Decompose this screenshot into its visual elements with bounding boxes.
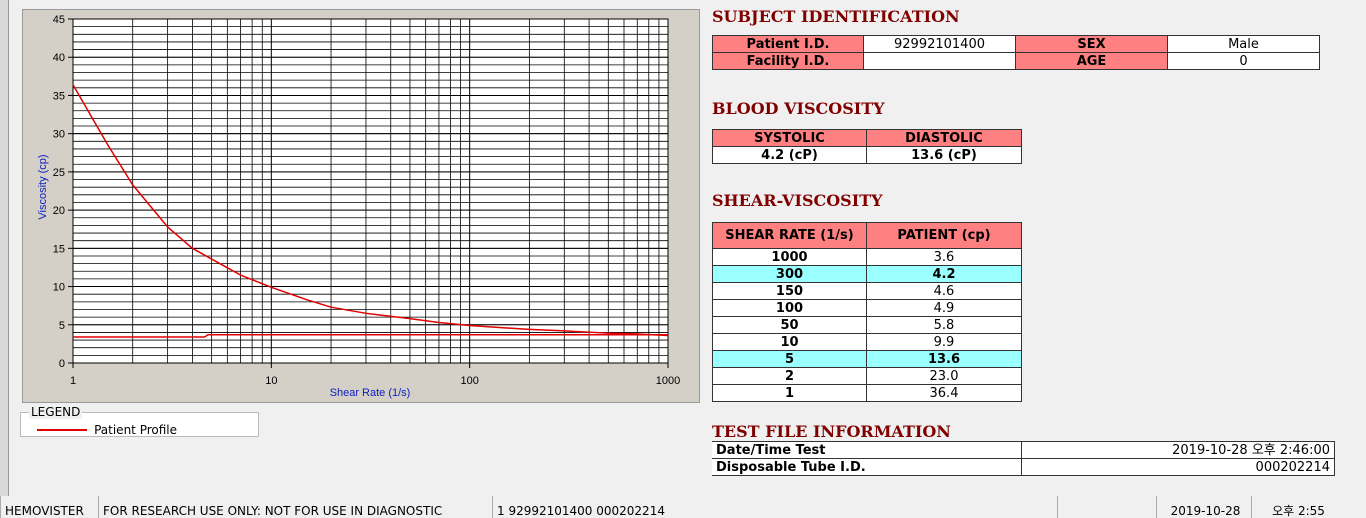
label: SEX xyxy=(1015,35,1168,53)
value: 000202214 xyxy=(1021,458,1335,476)
table-row: 10 9.9 xyxy=(712,333,1022,351)
x-tick-label: 10 xyxy=(265,375,277,387)
header: DIASTOLIC xyxy=(866,129,1022,147)
blood-table: SYSTOLIC DIASTOLIC 4.2 (cP) 13.6 (cP) xyxy=(712,129,1022,164)
rate-cell: 150 xyxy=(712,282,867,300)
test-table: Date/Time Test 2019-10-28 오후 2:46:00 Disp… xyxy=(712,441,1335,476)
status-cell: 오후 2:55 xyxy=(1251,496,1341,518)
value: 92992101400 xyxy=(863,35,1016,53)
table-row: 1 36.4 xyxy=(712,384,1022,402)
table-row: 150 4.6 xyxy=(712,282,1022,300)
x-tick-label: 1000 xyxy=(656,375,680,387)
rate-cell: 5 xyxy=(712,350,867,368)
value: 13.6 (cP) xyxy=(866,146,1022,164)
table-row: 50 5.8 xyxy=(712,316,1022,334)
section-title: SHEAR-VISCOSITY xyxy=(712,191,883,210)
table-row: 100 4.9 xyxy=(712,299,1022,317)
value: Male xyxy=(1167,35,1320,53)
y-axis-label: Viscosity (cp) xyxy=(37,154,49,219)
table-row: 2 23.0 xyxy=(712,367,1022,385)
patient-cell: 4.9 xyxy=(866,299,1022,317)
patient-cell: 36.4 xyxy=(866,384,1022,402)
label: Date/Time Test xyxy=(712,441,1022,459)
shear-table: SHEAR RATE (1/s) PATIENT (cp) 1000 3.6 300 4… xyxy=(712,222,1022,402)
value xyxy=(863,52,1016,70)
x-tick-label: 100 xyxy=(460,375,478,387)
rate-cell: 2 xyxy=(712,367,867,385)
legend-title: LEGEND xyxy=(29,405,83,419)
header: SHEAR RATE (1/s) xyxy=(712,222,867,249)
label: Facility I.D. xyxy=(712,52,864,70)
rate-cell: 1000 xyxy=(712,248,867,266)
section-title: SUBJECT IDENTIFICATION xyxy=(712,7,960,26)
y-tick-label: 25 xyxy=(53,167,65,179)
value: 4.2 (cP) xyxy=(712,146,867,164)
rate-cell: 10 xyxy=(712,333,867,351)
value: 2019-10-28 오후 2:46:00 xyxy=(1021,441,1335,459)
label: Patient I.D. xyxy=(712,35,864,53)
header: PATIENT (cp) xyxy=(866,222,1022,249)
x-tick-label: 1 xyxy=(70,375,76,387)
table-row: 5 13.6 xyxy=(712,350,1022,368)
legend: LEGEND Patient Profile xyxy=(20,405,259,437)
y-tick-label: 10 xyxy=(53,282,65,294)
y-tick-label: 45 xyxy=(53,14,65,26)
x-axis-label: Shear Rate (1/s) xyxy=(330,387,411,399)
header: SYSTOLIC xyxy=(712,129,867,147)
status-cell xyxy=(1057,496,1155,518)
patient-cell: 4.2 xyxy=(866,265,1022,283)
rate-cell: 50 xyxy=(712,316,867,334)
status-cell: HEMOVISTER xyxy=(0,496,97,518)
y-tick-label: 40 xyxy=(53,52,65,64)
patient-cell: 3.6 xyxy=(866,248,1022,266)
value: 0 xyxy=(1167,52,1320,70)
series-line xyxy=(72,84,669,337)
patient-cell: 23.0 xyxy=(866,367,1022,385)
y-tick-label: 0 xyxy=(59,358,65,370)
patient-cell: 5.8 xyxy=(866,316,1022,334)
rate-cell: 300 xyxy=(712,265,867,283)
plot-area xyxy=(72,18,669,364)
patient-cell: 4.6 xyxy=(866,282,1022,300)
rate-cell: 1 xyxy=(712,384,867,402)
table-row: 300 4.2 xyxy=(712,265,1022,283)
y-tick-label: 5 xyxy=(59,320,65,332)
table-row: 1000 3.6 xyxy=(712,248,1022,266)
section-title: BLOOD VISCOSITY xyxy=(712,99,885,118)
label: AGE xyxy=(1015,52,1168,70)
subject-table: Patient I.D. 92992101400 SEX Male Facility… xyxy=(712,35,1320,70)
chart: Viscosity (cp) Shear Rate (1/s) 0 5 10 15 20… xyxy=(37,14,680,399)
y-tick-label: 30 xyxy=(53,129,65,141)
legend-swatch xyxy=(37,428,87,431)
y-tick-label: 20 xyxy=(53,205,65,217)
section-title: TEST FILE INFORMATION xyxy=(712,422,951,441)
legend-label: Patient Profile xyxy=(94,423,178,437)
rate-cell: 100 xyxy=(712,299,867,317)
status-cell: 1 92992101400 000202214 xyxy=(492,496,1056,518)
status-cell: 2019-10-28 xyxy=(1156,496,1250,518)
y-tick-label: 15 xyxy=(53,243,65,255)
y-tick-label: 35 xyxy=(53,90,65,102)
status-cell: FOR RESEARCH USE ONLY: NOT FOR USE IN DI… xyxy=(98,496,491,518)
label: Disposable Tube I.D. xyxy=(712,458,1022,476)
window-edge xyxy=(0,0,9,496)
patient-cell: 9.9 xyxy=(866,333,1022,351)
series-line xyxy=(73,333,668,338)
patient-cell: 13.6 xyxy=(866,350,1022,368)
